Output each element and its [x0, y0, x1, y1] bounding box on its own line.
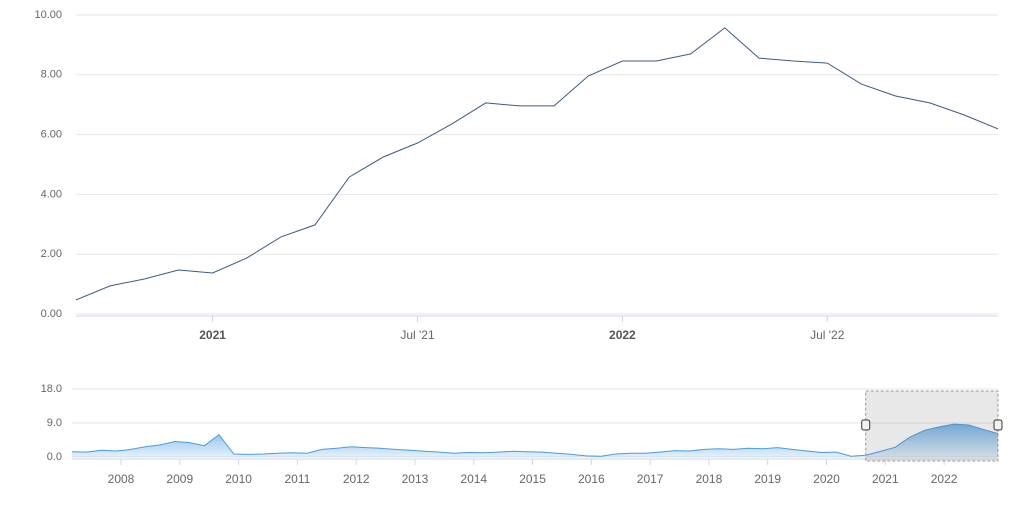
x-tick-label: Jul '21: [400, 328, 435, 342]
navigator-handle[interactable]: [993, 419, 1003, 431]
line: [76, 27, 998, 301]
y-tick-label: 0.0: [47, 451, 62, 463]
x-tick-label: 2014: [460, 472, 487, 486]
x-tick-label: 2008: [108, 472, 135, 486]
x-tick-label: 2017: [637, 472, 664, 486]
navigator-mask: [865, 390, 999, 462]
x-tick-label: 2019: [754, 472, 781, 486]
x-tick-label: 2020: [813, 472, 840, 486]
x-tick-label: 2021: [872, 472, 899, 486]
y-tick-label: 9.0: [47, 417, 62, 429]
x-tick-label: 2015: [519, 472, 546, 486]
x-tick-label: 2018: [696, 472, 723, 486]
x-tick-label: 2022: [931, 472, 958, 486]
navigator-handle[interactable]: [861, 419, 871, 431]
x-tick-label: 2021: [199, 328, 226, 342]
y-tick-label: 10.00: [34, 9, 62, 21]
line: [72, 423, 998, 457]
x-tick-label: 2012: [343, 472, 370, 486]
x-tick-label: 2016: [578, 472, 605, 486]
x-tick-label: 2009: [166, 472, 193, 486]
x-tick-label: 2013: [402, 472, 429, 486]
x-tick-label: 2022: [609, 328, 636, 342]
y-tick-label: 0.00: [41, 308, 62, 320]
y-tick-label: 6.00: [41, 129, 62, 141]
x-tick-label: Jul '22: [810, 328, 845, 342]
x-tick-label: 2011: [284, 472, 310, 486]
x-tick-label: 2010: [225, 472, 252, 486]
y-tick-label: 4.00: [41, 188, 62, 200]
y-tick-label: 18.0: [41, 383, 62, 395]
y-tick-label: 8.00: [41, 69, 62, 81]
y-tick-label: 2.00: [41, 248, 62, 260]
